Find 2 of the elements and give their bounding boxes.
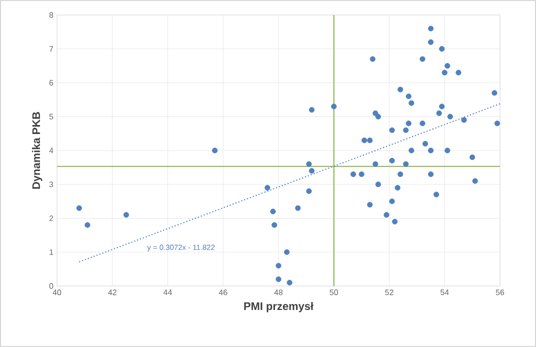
x-axis-title: PMI przemysł [244, 302, 314, 312]
y-axis-title: Dynamika PKB [32, 112, 42, 189]
